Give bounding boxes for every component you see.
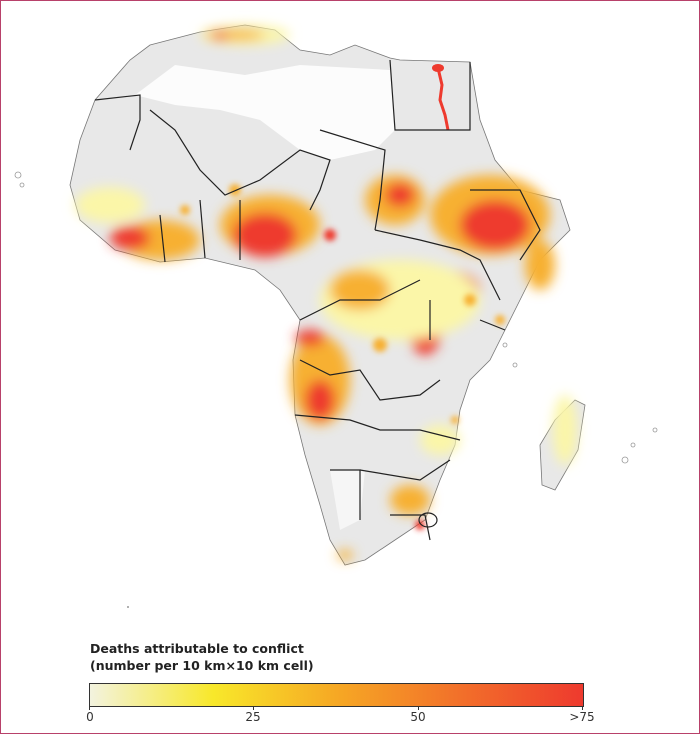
nile-valley [436, 67, 450, 131]
southern-desert [330, 470, 365, 530]
legend-subtitle: (number per 10 km×10 km cell) [90, 658, 314, 673]
africa-map [14, 24, 658, 608]
conflict-hotspots-sharp [180, 184, 505, 530]
legend-tick [253, 706, 254, 710]
legend-colorbar [89, 683, 584, 707]
country-borders [94, 59, 541, 541]
small-dot [127, 606, 129, 608]
sahara-region [135, 65, 395, 160]
legend-tick-label-25: 25 [245, 710, 261, 724]
legend-tick [582, 706, 583, 710]
conflict-hotspots [75, 25, 577, 560]
legend-title: Deaths attributable to conflict (number … [90, 640, 314, 674]
legend-tick [89, 706, 90, 710]
legend-title-line1: Deaths attributable to conflict [90, 641, 304, 656]
legend-tick-label-0: 0 [86, 710, 94, 724]
legend-tick-label-75: >75 [569, 710, 595, 724]
islands [14, 171, 658, 464]
legend-tick [418, 706, 419, 710]
legend-tick-label-50: 50 [410, 710, 426, 724]
